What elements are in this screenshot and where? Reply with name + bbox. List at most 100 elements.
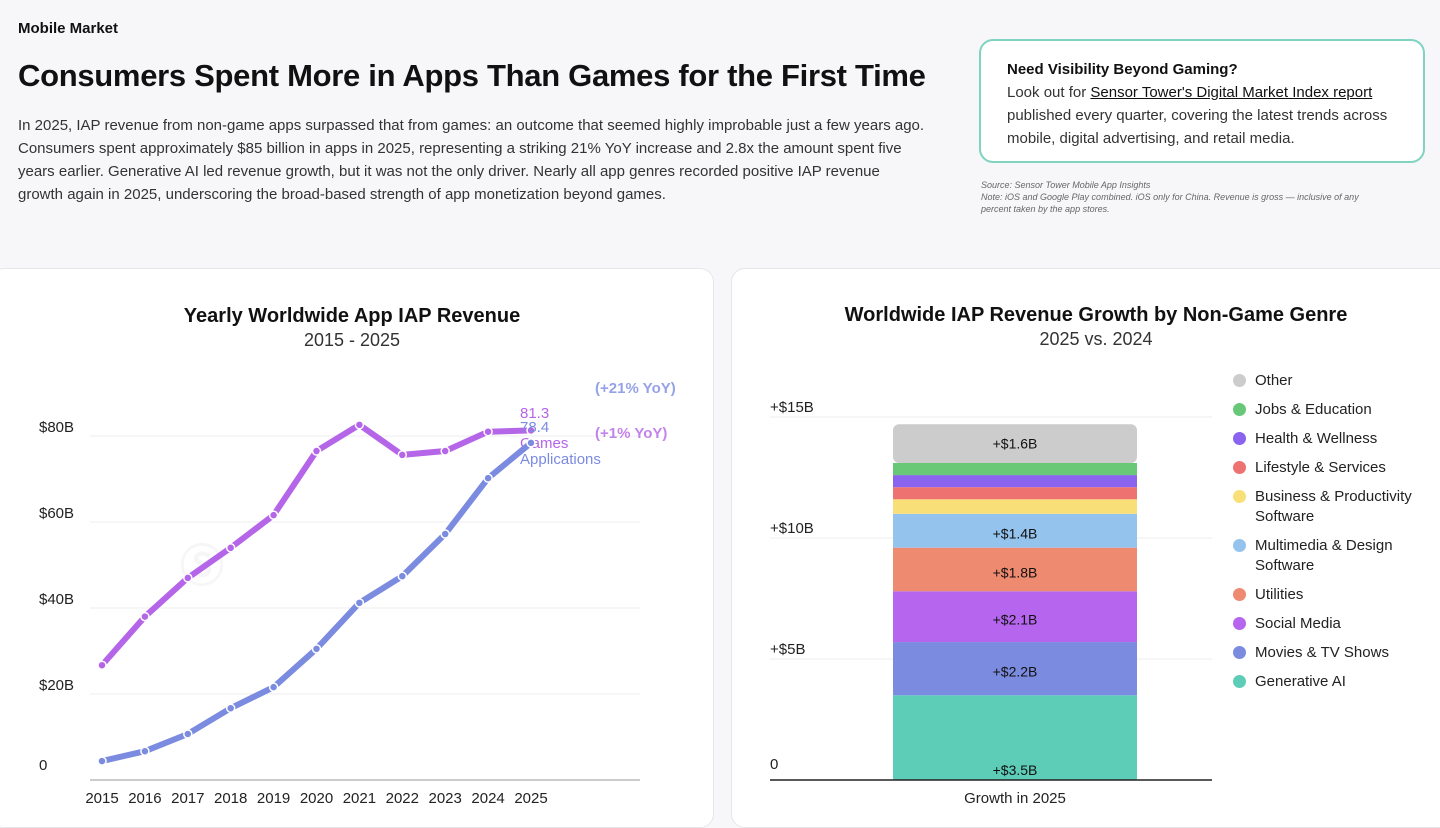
legend-item: Lifestyle & Services [1233,458,1433,478]
data-point [97,660,107,670]
bar-segment-jobs-education [893,462,1137,476]
bar-value-label: +$1.8B [993,564,1038,580]
series-line-games [99,421,534,669]
yoy-label: (+1% YoY) [595,425,667,442]
line-chart-subtitle: 2015 - 2025 [303,330,401,350]
bar-value-label: +$2.1B [993,612,1038,628]
legend-item: Other [1233,371,1433,391]
x-category-label: Growth in 2025 [964,790,1066,807]
bar-segment-social-media [893,591,1137,643]
legend-swatch [1233,617,1246,630]
bar-segment-utilities [893,547,1137,592]
legend-label: Jobs & Education [1255,401,1372,418]
legend-swatch [1233,432,1246,445]
series-line-applications [99,439,534,765]
bar-segment-lifestyle-services [893,487,1137,500]
legend-item: Business & Productivity Software [1233,487,1433,527]
legend-swatch [1233,675,1246,688]
y-tick-label: $80B [39,419,74,436]
yoy-label: (+21% YoY) [595,380,676,397]
legend-swatch [1233,403,1246,416]
legend-item: Generative AI [1233,672,1433,692]
y-tick-label: 0 [39,757,47,774]
data-point [397,571,408,581]
data-point [311,446,322,456]
data-point [225,543,236,553]
bar-segment-health-wellness [893,475,1137,488]
bar-segment-business-productivity-software [893,499,1137,514]
legend-item: Utilities [1233,585,1433,605]
line-chart-title: Yearly Worldwide App IAP Revenue [183,305,521,327]
data-point [311,644,322,654]
data-point [268,682,279,692]
x-tick-label: 2015 [85,790,118,807]
legend-swatch [1233,539,1246,552]
legend-item: Multimedia & Design Software [1233,536,1433,576]
data-point [397,450,408,460]
bar-value-label: +$2.2B [993,664,1038,680]
bar-segment-movies-tv-shows [893,642,1137,696]
bar-value-label: +$3.5B [993,762,1038,778]
legend-swatch [1233,646,1246,659]
line-chart-card: Yearly Worldwide App IAP Revenue 2015 - … [0,268,714,828]
bar-chart-title: Worldwide IAP Revenue Growth by Non-Game… [844,304,1348,326]
callout-post: published every quarter, covering the la… [1007,107,1388,147]
notes: Source: Sensor Tower Mobile App Insights… [981,179,1381,215]
x-tick-label: 2016 [128,790,161,807]
report-link[interactable]: Sensor Tower's Digital Market Index repo… [1090,84,1373,101]
bar-segment-generative-ai [893,695,1137,780]
x-tick-label: 2022 [386,790,419,807]
bar-value-label: +$1.6B [993,436,1038,452]
data-point [97,756,107,766]
x-tick-label: 2024 [471,790,504,807]
x-tick-label: 2021 [343,790,376,807]
data-point [183,573,193,583]
data-point [183,729,193,739]
data-point [354,598,365,608]
legend-item: Health & Wellness [1233,429,1433,449]
callout-pre: Look out for [1007,84,1091,101]
legend-label: Utilities [1255,586,1304,603]
data-point [526,425,536,436]
bar-segment-multimedia-design-software [893,513,1137,548]
legend-label: Movies & TV Shows [1255,644,1389,661]
data-point [354,420,365,430]
x-tick-label: 2023 [429,790,462,807]
y-tick-label: $20B [39,677,74,694]
bar-segment-other [893,424,1137,463]
legend-label: Social Media [1255,615,1341,632]
series-label: Applications [520,451,601,468]
x-tick-label: 2019 [257,790,290,807]
x-tick-label: 2025 [514,790,547,807]
y-tick-label: +$15B [770,399,814,416]
methodology-note: Note: iOS and Google Play combined. iOS … [981,192,1359,214]
legend-label: Lifestyle & Services [1255,459,1386,476]
data-point [526,438,536,448]
legend-swatch [1233,374,1246,387]
data-point [225,703,236,713]
section-kicker: Mobile Market [18,20,119,37]
bar-legend: Other Jobs & Education Health & Wellness Li… [1233,371,1433,701]
x-tick-label: 2018 [214,790,247,807]
page-title: Consumers Spent More in Apps Than Games … [18,58,926,93]
legend-swatch [1233,461,1246,474]
y-tick-label: +$10B [770,520,814,537]
legend-label: Multimedia & Design Software [1255,537,1393,574]
x-tick-label: 2020 [300,790,333,807]
legend-swatch [1233,588,1246,601]
legend-item: Movies & TV Shows [1233,643,1433,663]
bar-chart-subtitle: 2025 vs. 2024 [1039,329,1153,349]
data-point [483,473,493,483]
data-point [440,446,450,456]
x-tick-label: 2017 [171,790,204,807]
data-point [140,611,150,622]
y-tick-label: $40B [39,591,74,608]
legend-swatch [1233,490,1246,503]
data-point [483,426,493,437]
end-value-label: 78.4 [520,419,549,436]
y-tick-label: +$5B [770,641,805,658]
source-note: Source: Sensor Tower Mobile App Insights [981,180,1151,190]
legend-label: Other [1255,372,1293,389]
legend-item: Jobs & Education [1233,400,1433,420]
